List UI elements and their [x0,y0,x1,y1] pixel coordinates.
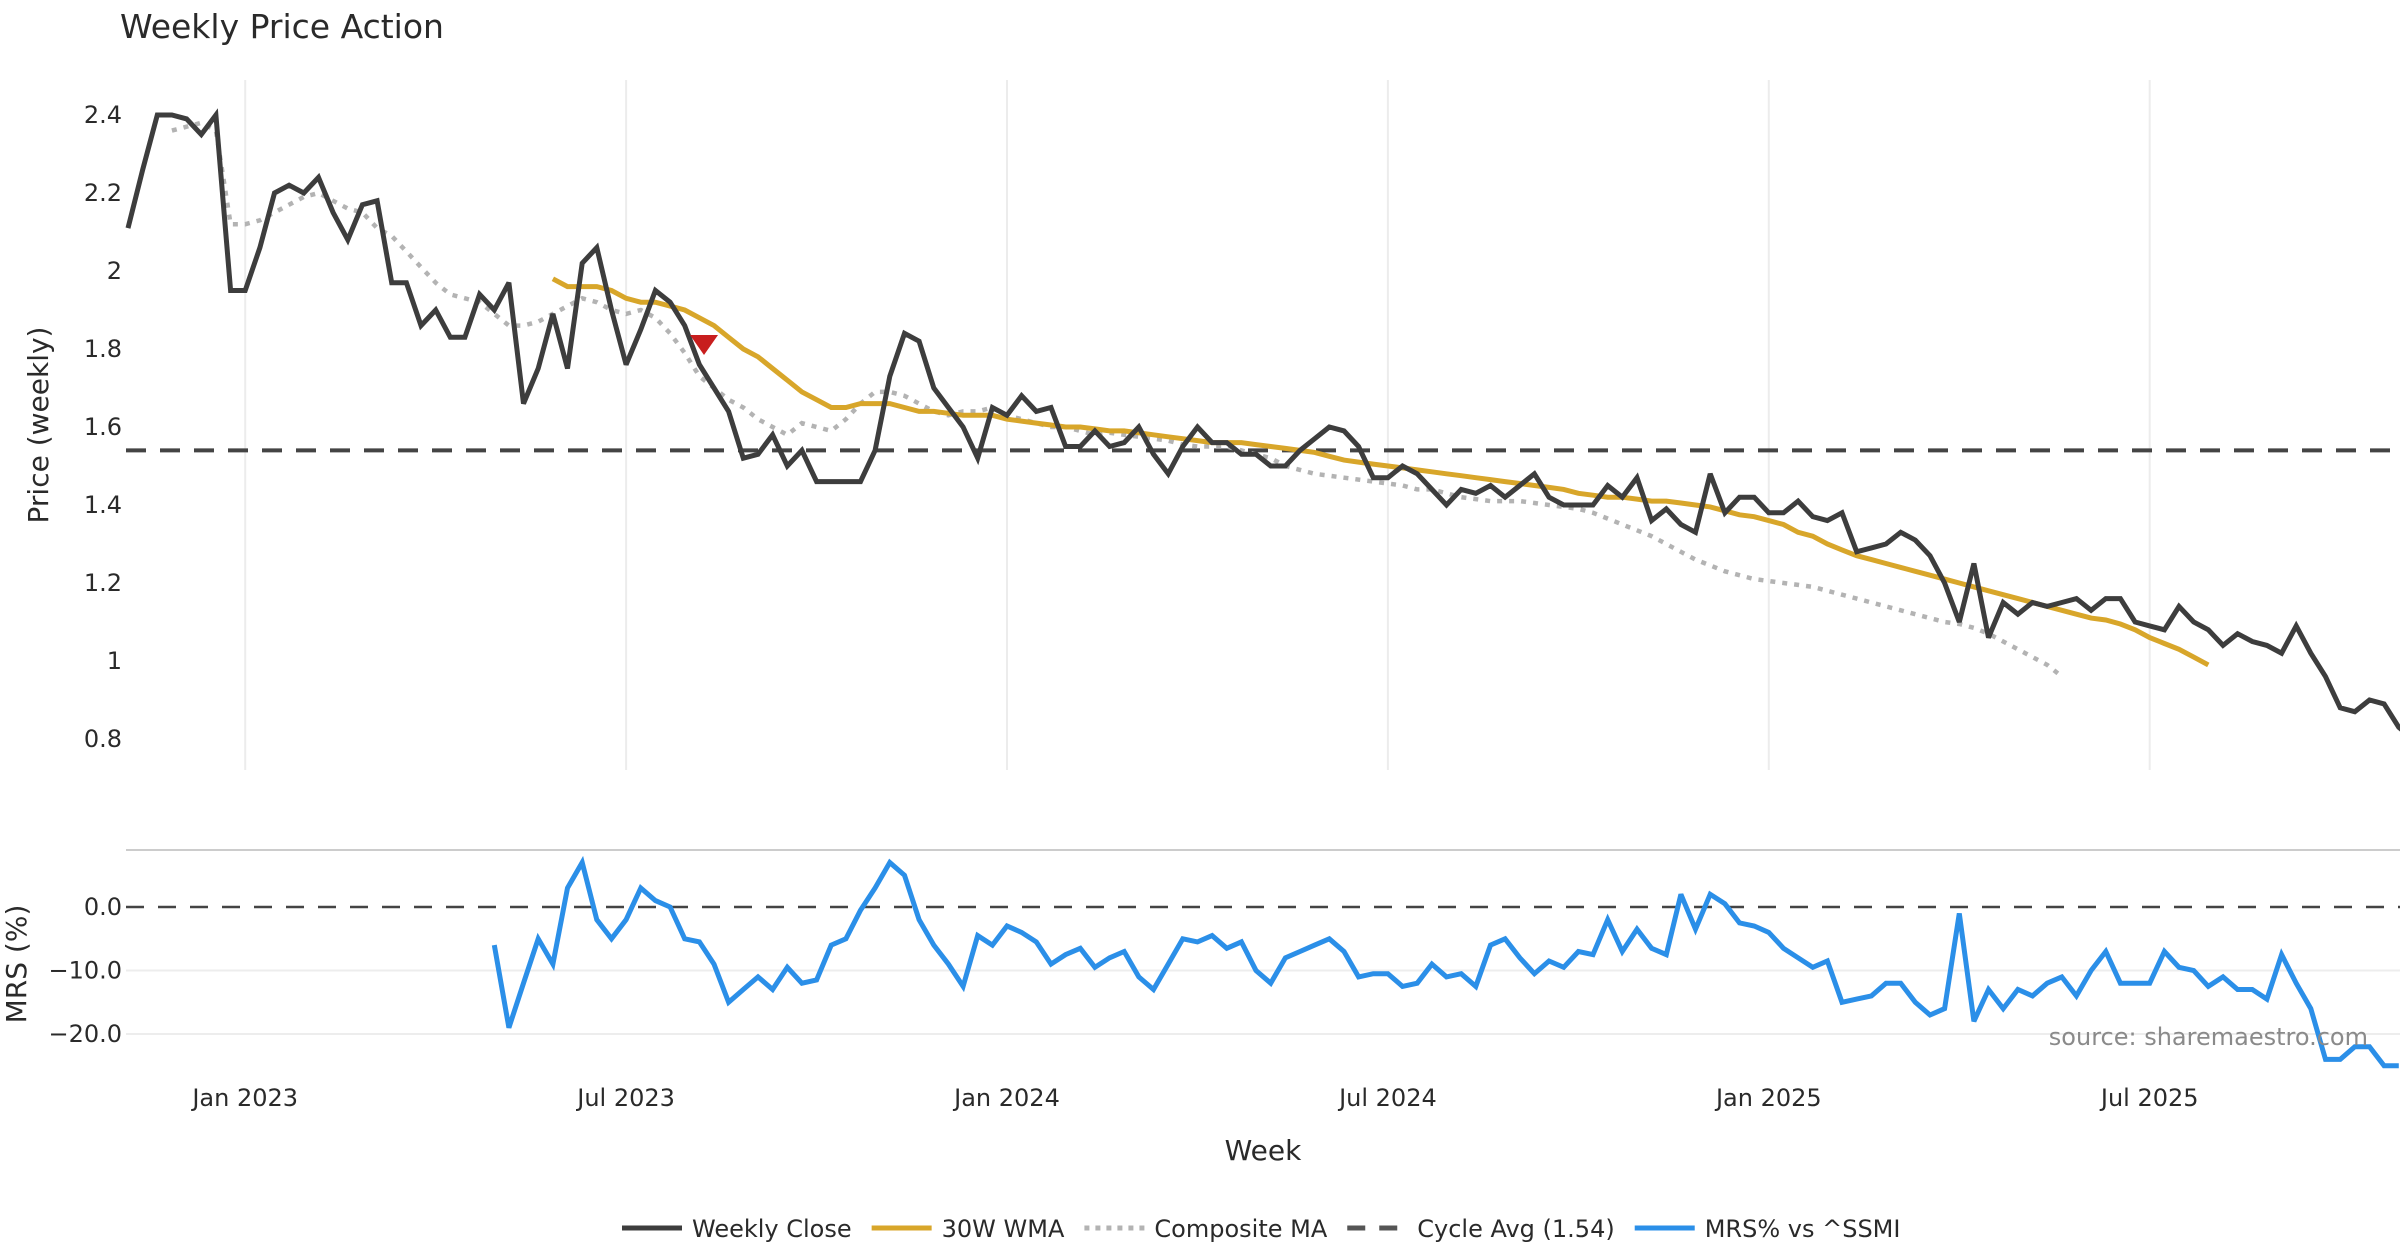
price-y-axis-label: Price (weekly) [22,327,55,524]
legend-label: Weekly Close [692,1215,852,1243]
mrs-y-tick-label: −20.0 [48,1020,122,1048]
price-y-tick-label: 0.8 [84,725,122,753]
x-tick-label: Jan 2024 [952,1084,1060,1112]
sell-signal-triangle-marker [690,335,718,356]
mrs-y-ticks: 0.0 −10.0 −20.0 [48,893,122,1048]
price-series-30w-wma [551,276,2210,668]
mrs-y-tick-label: 0.0 [84,893,122,921]
x-axis-label: Week [1225,1134,1302,1167]
mrs-y-axis-label: MRS (%) [0,905,33,1024]
legend-label: Composite MA [1154,1215,1327,1243]
series-layer [125,108,2400,1069]
price-y-tick-label: 2.2 [84,179,122,207]
x-tick-label: Jul 2024 [1337,1084,1437,1112]
x-ticks: Jan 2023 Jul 2023 Jan 2024 Jul 2024 Jan 2025… [190,1084,2198,1112]
mrs-series-mrs-vs-ssmi [491,855,2399,1069]
x-tick-label: Jul 2023 [575,1084,675,1112]
x-tick-label: Jan 2025 [1714,1084,1822,1112]
price-y-tick-label: 1.4 [84,491,122,519]
legend-item: Composite MA [1084,1215,1328,1243]
price-gridlines [244,80,2151,770]
legend-item: Weekly Close [622,1215,852,1243]
price-y-ticks: 0.8 1 1.2 1.4 1.6 1.8 2 2.2 2.4 [84,101,122,753]
legend: Weekly Close 30W WMA Composite MA Cycle Avg… [622,1215,1900,1243]
legend-item: 30W WMA [871,1215,1065,1243]
price-y-tick-label: 2 [107,257,122,285]
price-series-composite-ma [171,120,2064,679]
price-y-tick-label: 1.8 [84,335,122,363]
legend-label: MRS% vs ^SSMI [1705,1215,1901,1243]
x-tick-label: Jul 2025 [2099,1084,2199,1112]
legend-label: 30W WMA [942,1215,1065,1243]
legend-item: MRS% vs ^SSMI [1634,1215,1901,1243]
price-series-weekly-close [125,108,2400,732]
chart-title: Weekly Price Action [120,7,444,46]
price-y-tick-label: 2.4 [84,101,122,129]
source-annotation: source: sharemaestro.com [2049,1023,2368,1051]
price-y-tick-label: 1 [107,647,122,675]
mrs-gridlines [126,969,2400,1035]
x-tick-label: Jan 2023 [190,1084,298,1112]
legend-label: Cycle Avg (1.54) [1417,1215,1614,1243]
mrs-y-tick-label: −10.0 [48,957,122,985]
price-y-tick-label: 1.6 [84,413,122,441]
price-y-tick-label: 1.2 [84,569,122,597]
legend-item: Cycle Avg (1.54) [1347,1215,1615,1243]
